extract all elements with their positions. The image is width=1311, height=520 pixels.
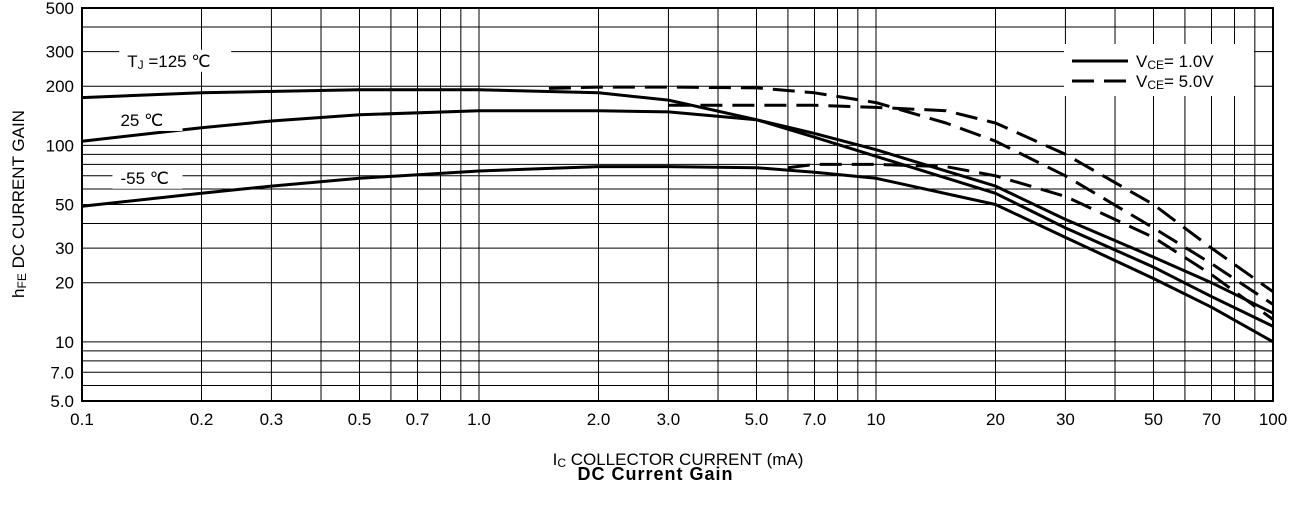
x-tick-label: 50 <box>1144 410 1163 429</box>
y-tick-label: 100 <box>46 136 74 155</box>
legend-box <box>1064 44 1254 96</box>
x-tick-label: 70 <box>1202 410 1221 429</box>
x-tick-label: 3.0 <box>657 410 681 429</box>
annotation-label-3: -55 ℃ <box>120 169 168 188</box>
y-tick-label: 200 <box>46 77 74 96</box>
series-line-2 <box>81 109 1274 328</box>
legend-label-1: VCE= 1.0V <box>1136 52 1214 72</box>
x-tick-label: 1.0 <box>467 410 491 429</box>
x-tick-label: 0.5 <box>348 410 372 429</box>
annotation-label-2: 25 ℃ <box>120 111 163 130</box>
y-tick-label: 10 <box>55 333 74 352</box>
x-tick-label: 0.3 <box>260 410 284 429</box>
x-tick-label: 30 <box>1056 410 1075 429</box>
annotation-background <box>112 108 183 131</box>
annotation-label-1: TJ =125 ℃ <box>127 52 210 72</box>
series-line-3 <box>81 165 1274 344</box>
curve-annotations: TJ =125 ℃ 25 ℃ -55 ℃ <box>112 49 232 189</box>
y-tick-labels: 5.0 7.0 10 20 30 50 100 200 300 500 <box>46 0 74 411</box>
x-tick-label: 0.7 <box>406 410 430 429</box>
x-tick-label: 5.0 <box>745 410 769 429</box>
x-tick-label: 20 <box>986 410 1005 429</box>
y-tick-label: 500 <box>46 0 74 18</box>
series-line-6 <box>787 162 1274 321</box>
x-tick-label: 0.1 <box>70 410 94 429</box>
chart-caption: DC Current Gain <box>577 464 734 484</box>
y-tick-label: 300 <box>46 43 74 62</box>
x-axis-title: IC COLLECTOR CURRENT (mA) <box>553 450 804 470</box>
series-line-5 <box>668 103 1274 293</box>
y-axis-title: hFE DC CURRENT GAIN <box>9 110 29 298</box>
x-tick-label: 100 <box>1259 410 1287 429</box>
y-tick-label: 7.0 <box>50 363 74 382</box>
legend-label-2: VCE= 5.0V <box>1136 72 1214 92</box>
x-tick-label: 10 <box>867 410 886 429</box>
x-tick-labels: 0.1 0.2 0.3 0.5 0.7 1.0 2.0 3.0 5.0 7.0 10 20 30 50 70… <box>70 410 1287 429</box>
annotation-background <box>119 49 232 72</box>
y-tick-label: 5.0 <box>50 392 74 411</box>
x-tick-label: 7.0 <box>803 410 827 429</box>
data-series <box>81 85 1274 344</box>
y-tick-label: 50 <box>55 196 74 215</box>
plot-frame <box>81 7 1274 402</box>
y-tick-label: 30 <box>55 239 74 258</box>
x-tick-label: 2.0 <box>587 410 611 429</box>
annotation-background <box>112 166 183 189</box>
y-tick-label: 20 <box>55 274 74 293</box>
series-line-1 <box>81 88 1274 315</box>
x-tick-label: 0.2 <box>190 410 214 429</box>
series-line-4 <box>548 85 1274 306</box>
